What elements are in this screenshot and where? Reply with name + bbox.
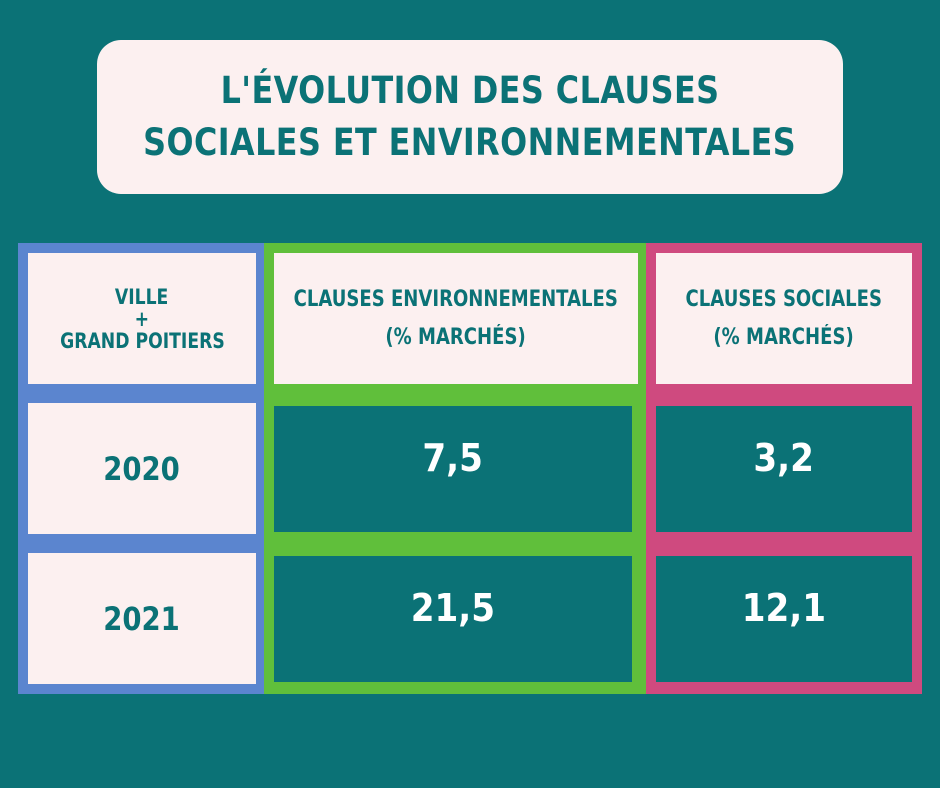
title-line-2: SOCIALES ET ENVIRONNEMENTALES: [143, 121, 797, 164]
value-soc-2021: 12,1: [741, 586, 827, 630]
year-cell-2020: 2020: [28, 403, 256, 534]
year-2020: 2020: [103, 449, 181, 488]
column-sociales: CLAUSES SOCIALES (% MARCHÉS) 3,2 12,1: [646, 243, 922, 694]
value-env-2021: 21,5: [410, 586, 496, 630]
title-line-1: L'ÉVOLUTION DES CLAUSES: [220, 69, 720, 112]
header-soc-unit: (% MARCHÉS): [713, 324, 855, 350]
header-soc-title: CLAUSES SOCIALES: [685, 286, 883, 312]
header-label-plus: +: [134, 306, 150, 331]
value-cell-env-2021: 21,5: [274, 556, 632, 682]
header-cell-soc: CLAUSES SOCIALES (% MARCHÉS): [656, 253, 912, 384]
year-cell-2021: 2021: [28, 553, 256, 684]
header-cell-env: CLAUSES ENVIRONNEMENTALES (% MARCHÉS): [274, 253, 638, 384]
column-environnementales: CLAUSES ENVIRONNEMENTALES (% MARCHÉS) 7,…: [264, 243, 648, 694]
header-env-unit: (% MARCHÉS): [385, 324, 527, 350]
value-cell-soc-2020: 3,2: [656, 406, 912, 532]
header-env-title: CLAUSES ENVIRONNEMENTALES: [293, 286, 619, 312]
header-cell-ville: VILLE + GRAND POITIERS: [28, 253, 256, 384]
title-card: L'ÉVOLUTION DES CLAUSES SOCIALES ET ENVI…: [97, 40, 843, 194]
year-2021: 2021: [103, 599, 181, 638]
value-cell-env-2020: 7,5: [274, 406, 632, 532]
header-label-grand-poitiers: GRAND POITIERS: [59, 328, 225, 353]
header-label-ville: VILLE: [115, 284, 169, 309]
column-ville: VILLE + GRAND POITIERS 2020 2021: [18, 243, 266, 694]
value-cell-soc-2021: 12,1: [656, 556, 912, 682]
value-env-2020: 7,5: [422, 436, 484, 480]
value-soc-2020: 3,2: [753, 436, 815, 480]
